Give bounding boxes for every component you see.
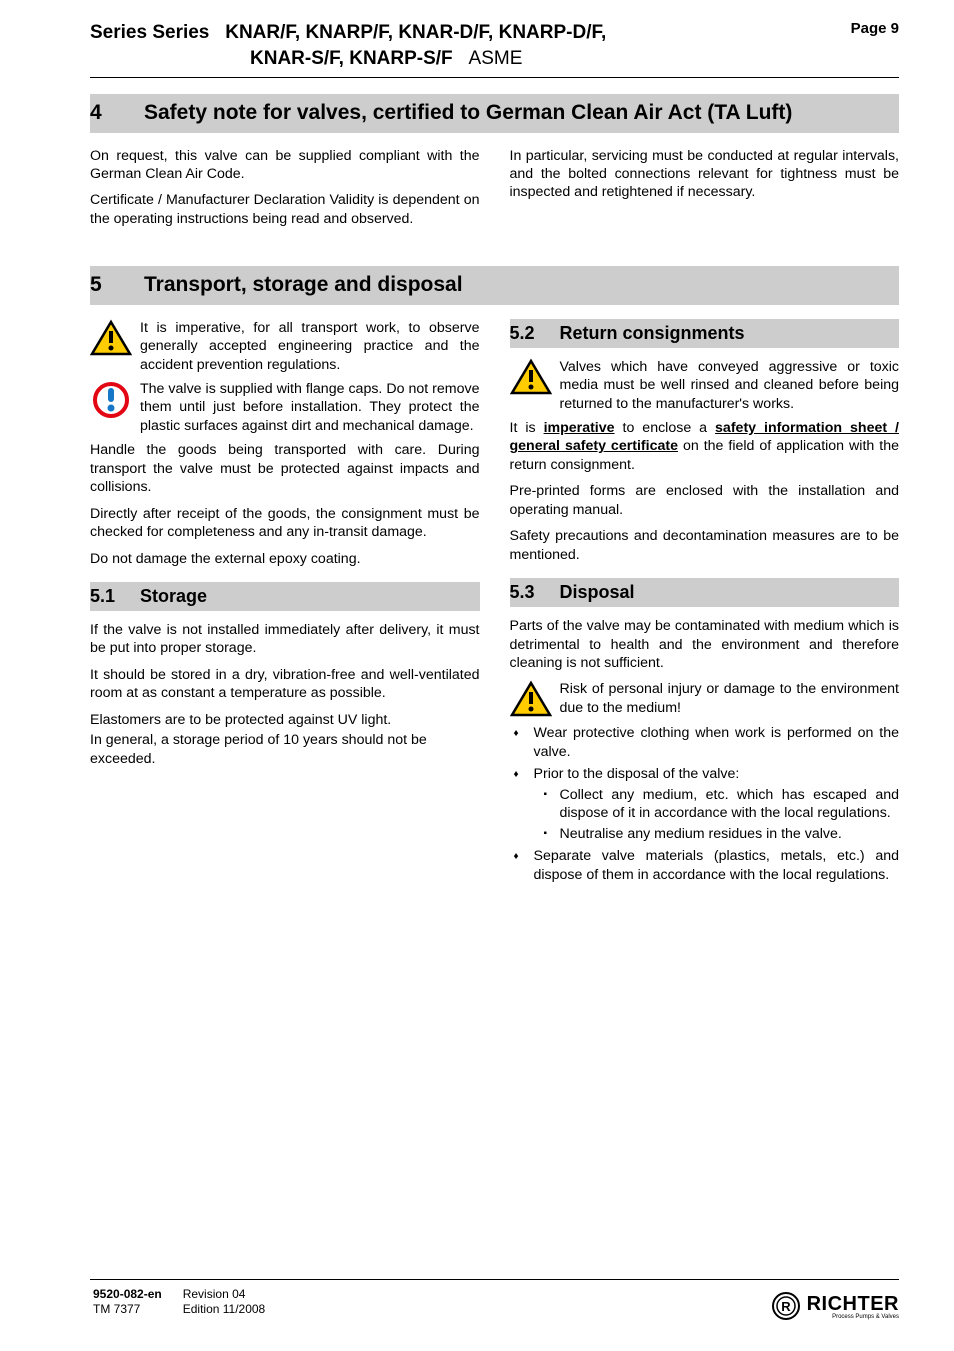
s52-p1-b: imperative	[544, 420, 615, 436]
footer-rev: Revision 04	[183, 1287, 246, 1301]
s52-p1-a: It is	[510, 420, 544, 436]
section-53-heading: 5.3Disposal	[510, 578, 900, 607]
section-4-body: On request, this valve can be supplied c…	[90, 147, 899, 237]
s5-note-text: The valve is supplied with flange caps. …	[140, 380, 480, 435]
s52-p1: It is imperative to enclose a safety inf…	[510, 419, 900, 474]
richter-logo: R RICHTER Process Pumps & Valves	[771, 1291, 899, 1321]
section-5-title: Transport, storage and disposal	[144, 273, 463, 296]
page-header: Series Series KNAR/F, KNARP/F, KNAR-D/F,…	[90, 20, 899, 71]
richter-logo-icon: R	[771, 1291, 801, 1321]
s5-p2: Directly after receipt of the goods, the…	[90, 505, 480, 542]
section-4-num: 4	[90, 100, 144, 126]
s4-right-p1: In particular, servicing must be conduct…	[510, 147, 900, 202]
header-rule	[90, 77, 899, 78]
s51-p4: In general, a storage period of 10 years…	[90, 731, 480, 768]
models-line1: KNAR/F, KNARP/F, KNAR-D/F, KNARP-D/F,	[225, 22, 606, 43]
s53-b2: Prior to the disposal of the valve: Coll…	[524, 765, 900, 843]
section-5-body: It is imperative, for all transport work…	[90, 319, 899, 889]
warning-triangle-icon	[90, 319, 132, 357]
footer-docno: 9520-082-en	[93, 1287, 162, 1301]
svg-text:R: R	[781, 1299, 791, 1314]
s53-title: Disposal	[560, 582, 635, 602]
warning-triangle-icon	[510, 358, 552, 396]
s52-num: 5.2	[510, 323, 560, 344]
richter-brand: RICHTER	[807, 1293, 899, 1315]
footer-meta: 9520-082-enTM 7377 Revision 04Edition 11…	[90, 1284, 285, 1321]
s52-p1-c: to enclose a	[615, 420, 716, 436]
s51-p2: It should be stored in a dry, vibration-…	[90, 666, 480, 703]
s53-b1: Wear protective clothing when work is pe…	[524, 724, 900, 761]
s53-b2-text: Prior to the disposal of the valve:	[534, 766, 740, 782]
warn-row-transport: It is imperative, for all transport work…	[90, 319, 480, 374]
section-51-heading: 5.1Storage	[90, 582, 480, 611]
s52-title: Return consignments	[560, 323, 745, 343]
s53-b2b: Neutralise any medium residues in the va…	[552, 825, 900, 843]
s5-p1: Handle the goods being transported with …	[90, 441, 480, 496]
page-number: Page 9	[851, 20, 899, 37]
s53-num: 5.3	[510, 582, 560, 603]
s4-left-p2: Certificate / Manufacturer Declaration V…	[90, 191, 480, 228]
page-footer: 9520-082-enTM 7377 Revision 04Edition 11…	[90, 1271, 899, 1321]
section-5-num: 5	[90, 272, 144, 298]
notice-exclaim-icon	[90, 380, 132, 420]
s4-left-p1: On request, this valve can be supplied c…	[90, 147, 480, 184]
s5-warn-text: It is imperative, for all transport work…	[140, 319, 480, 374]
s53-b3: Separate valve materials (plastics, meta…	[524, 847, 900, 884]
s51-p1: If the valve is not installed immediatel…	[90, 621, 480, 658]
s53-warn-text: Risk of personal injury or damage to the…	[560, 680, 900, 718]
footer-edition: Edition 11/2008	[183, 1302, 266, 1316]
warn-row-disposal: Risk of personal injury or damage to the…	[510, 680, 900, 718]
s52-warn-text: Valves which have conveyed aggressive or…	[560, 358, 900, 413]
s53-b2a: Collect any medium, etc. which has escap…	[552, 786, 900, 823]
series-label: Series Series	[90, 22, 209, 43]
standard-label: ASME	[469, 48, 523, 69]
section-4-title: Safety note for valves, certified to Ger…	[144, 101, 792, 124]
header-title-block: Series Series KNAR/F, KNARP/F, KNAR-D/F,…	[90, 20, 606, 71]
models-line2: KNAR-S/F, KNARP-S/F	[250, 48, 453, 69]
s52-p3: Safety precautions and decontamination m…	[510, 527, 900, 564]
warning-triangle-icon	[510, 680, 552, 718]
section-5-heading: 5Transport, storage and disposal	[90, 266, 899, 304]
s51-p3: Elastomers are to be protected against U…	[90, 711, 480, 729]
s53-bullets: Wear protective clothing when work is pe…	[510, 724, 900, 884]
section-4-heading: 4Safety note for valves, certified to Ge…	[90, 94, 899, 132]
note-row-flangecaps: The valve is supplied with flange caps. …	[90, 380, 480, 435]
s51-num: 5.1	[90, 586, 140, 607]
footer-tm: TM 7377	[93, 1302, 140, 1316]
section-52-heading: 5.2Return consignments	[510, 319, 900, 348]
warn-row-return: Valves which have conveyed aggressive or…	[510, 358, 900, 413]
s51-title: Storage	[140, 586, 207, 606]
s53-p1: Parts of the valve may be contaminated w…	[510, 617, 900, 672]
s5-p3: Do not damage the external epoxy coating…	[90, 550, 480, 568]
footer-rule	[90, 1279, 899, 1280]
s52-p2: Pre-printed forms are enclosed with the …	[510, 482, 900, 519]
